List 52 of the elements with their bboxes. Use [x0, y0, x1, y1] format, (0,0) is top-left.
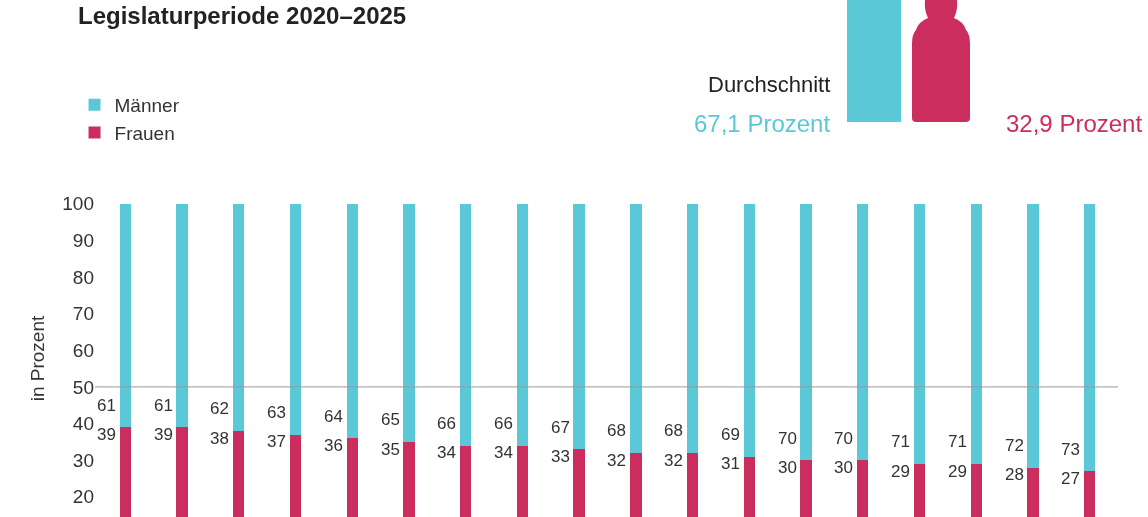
- y-tick-label: 100: [62, 193, 94, 215]
- data-label: 66: [437, 414, 456, 433]
- data-label: 34: [437, 443, 456, 462]
- data-label: 27: [1061, 469, 1080, 488]
- y-tick-label: 80: [72, 266, 94, 288]
- data-label: 38: [210, 429, 229, 448]
- data-label: 67: [551, 418, 570, 437]
- data-label: 70: [778, 429, 797, 448]
- data-label: 31: [721, 454, 740, 473]
- data-label: 69: [721, 425, 740, 444]
- data-label: 71: [948, 432, 967, 451]
- y-axis-title: in Prozent: [27, 315, 49, 402]
- data-label: 68: [607, 421, 626, 440]
- data-label: 30: [834, 458, 853, 477]
- data-label: 39: [97, 425, 116, 444]
- y-tick-label: 20: [72, 486, 94, 508]
- data-label: 34: [494, 443, 513, 462]
- y-tick-label: 60: [72, 339, 94, 361]
- legend-label: Frauen: [114, 122, 175, 144]
- data-label: 68: [664, 421, 683, 440]
- data-label: 29: [891, 462, 910, 481]
- data-label: 61: [154, 396, 173, 415]
- text: 67,1 Prozent: [694, 110, 831, 137]
- y-tick-label: 40: [72, 413, 94, 435]
- data-label: 70: [834, 429, 853, 448]
- data-label: 66: [494, 414, 513, 433]
- data-label: 32: [664, 451, 683, 470]
- data-label: 33: [551, 447, 570, 466]
- data-label: 37: [267, 432, 286, 451]
- data-label: 35: [381, 440, 400, 459]
- data-label: 65: [381, 410, 400, 429]
- y-tick-label: 90: [72, 229, 94, 251]
- legend-label: Männer: [114, 95, 180, 117]
- data-label: 62: [210, 399, 229, 418]
- data-label: 30: [778, 458, 797, 477]
- data-label: 63: [267, 403, 286, 422]
- y-tick-label: 70: [72, 303, 94, 325]
- chart-title: Legislaturperiode 2020–2025: [78, 2, 407, 30]
- data-label: 72: [1005, 436, 1024, 455]
- data-label: 29: [948, 462, 967, 481]
- data-label: 71: [891, 432, 910, 451]
- text: Durchschnitt: [708, 72, 831, 97]
- data-label: 64: [324, 407, 343, 426]
- y-tick-label: 50: [72, 376, 94, 398]
- y-tick-label: 30: [72, 449, 94, 471]
- data-label: 36: [324, 436, 343, 455]
- data-label: 61: [97, 396, 116, 415]
- data-label: 28: [1005, 465, 1024, 484]
- data-label: 32: [607, 451, 626, 470]
- data-label: 73: [1061, 440, 1080, 459]
- text: 32,9 Prozent: [1006, 110, 1143, 137]
- data-label: 39: [154, 425, 173, 444]
